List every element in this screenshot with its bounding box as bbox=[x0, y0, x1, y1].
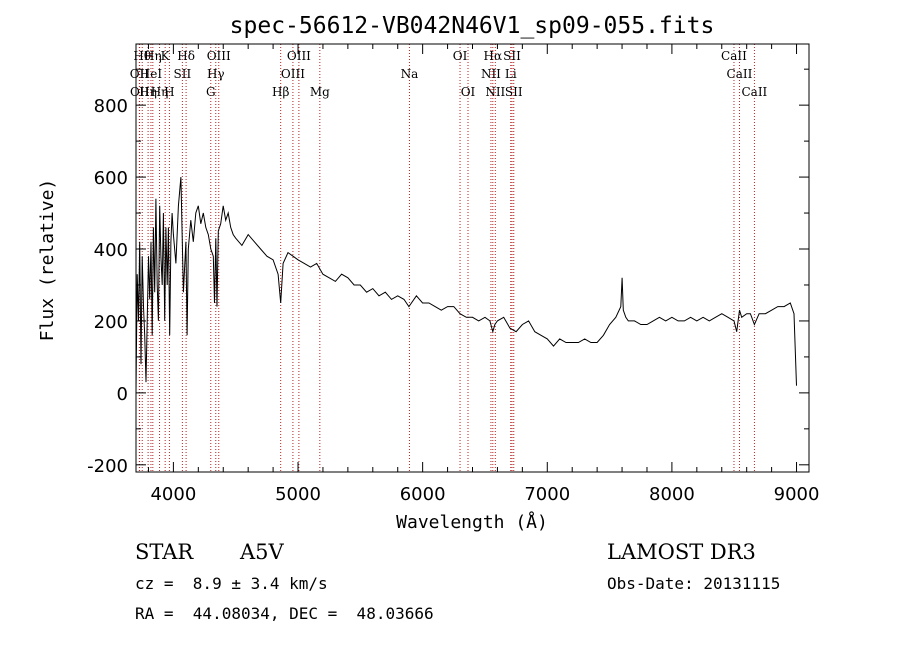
obs-date: Obs-Date: 20131115 bbox=[607, 574, 781, 593]
y-tick-label: 200 bbox=[94, 312, 128, 333]
survey-name: LAMOST DR3 bbox=[607, 540, 756, 564]
line-label: OIII bbox=[281, 67, 305, 81]
y-tick-label: 400 bbox=[94, 240, 128, 261]
y-tick-label: -200 bbox=[87, 456, 128, 477]
spectral-line-labels: HθOIIOIIHηHeIHηHηKHSIIHδGHγOIIIHβOIIIOII… bbox=[130, 49, 768, 99]
x-axis-label: Wavelength (Å) bbox=[396, 511, 548, 533]
x-tick-label: 7000 bbox=[524, 484, 570, 505]
y-tick-label: 0 bbox=[117, 384, 128, 405]
chart-title: spec-56612-VB042N46V1_sp09-055.fits bbox=[230, 13, 715, 39]
line-label: CaII bbox=[727, 67, 753, 81]
x-tick-label: 8000 bbox=[649, 484, 695, 505]
line-label: SII bbox=[174, 67, 192, 81]
tick-labels: 4000 5000 6000 7000 8000 9000 -200 0 200 400 600 80… bbox=[87, 96, 819, 505]
line-label: CaII bbox=[741, 85, 767, 99]
spectral-line-markers bbox=[138, 44, 755, 472]
line-label: G bbox=[206, 85, 216, 99]
line-label: Hη bbox=[144, 49, 162, 63]
line-label: HeI bbox=[140, 67, 163, 81]
x-tick-label: 6000 bbox=[400, 484, 446, 505]
line-label: Hη bbox=[139, 85, 157, 99]
x-tick-label: 9000 bbox=[774, 484, 820, 505]
plot-frame bbox=[135, 43, 810, 473]
line-label: OII bbox=[130, 67, 150, 81]
object-class: STAR bbox=[135, 540, 194, 564]
x-tick-label: 5000 bbox=[275, 484, 321, 505]
line-label: NII bbox=[481, 67, 501, 81]
axis-ticks bbox=[136, 44, 809, 472]
redshift-text: cz = 8.9 ± 3.4 km/s bbox=[135, 574, 328, 593]
line-label: K bbox=[161, 49, 171, 63]
line-label: Na bbox=[401, 67, 419, 81]
y-tick-label: 800 bbox=[94, 96, 128, 117]
line-label: Mg bbox=[310, 85, 330, 99]
line-label: CaII bbox=[721, 49, 747, 63]
line-label: NII bbox=[485, 85, 505, 99]
line-label: Li bbox=[505, 67, 517, 81]
line-label: Hη bbox=[151, 85, 169, 99]
line-label: OI bbox=[453, 49, 468, 63]
y-tick-label: 600 bbox=[94, 168, 128, 189]
line-label: OI bbox=[461, 85, 476, 99]
y-axis-label: Flux (relative) bbox=[37, 179, 58, 342]
x-tick-label: 4000 bbox=[150, 484, 196, 505]
object-subclass: A5V bbox=[240, 540, 284, 564]
line-label: Hδ bbox=[177, 49, 195, 63]
line-label: Hθ bbox=[133, 49, 151, 63]
line-label: OII bbox=[130, 85, 150, 99]
line-label: Hβ bbox=[272, 85, 289, 99]
line-label: SII bbox=[503, 49, 521, 63]
line-label: SII bbox=[505, 85, 523, 99]
line-label: OIII bbox=[207, 49, 231, 63]
coordinates: RA = 44.08034, DEC = 48.03666 bbox=[135, 604, 434, 623]
line-label: Hγ bbox=[207, 67, 225, 81]
line-label: H bbox=[164, 85, 174, 99]
line-label: OIII bbox=[287, 49, 311, 63]
spectrum-line bbox=[135, 177, 797, 393]
line-label: Hα bbox=[484, 49, 503, 63]
